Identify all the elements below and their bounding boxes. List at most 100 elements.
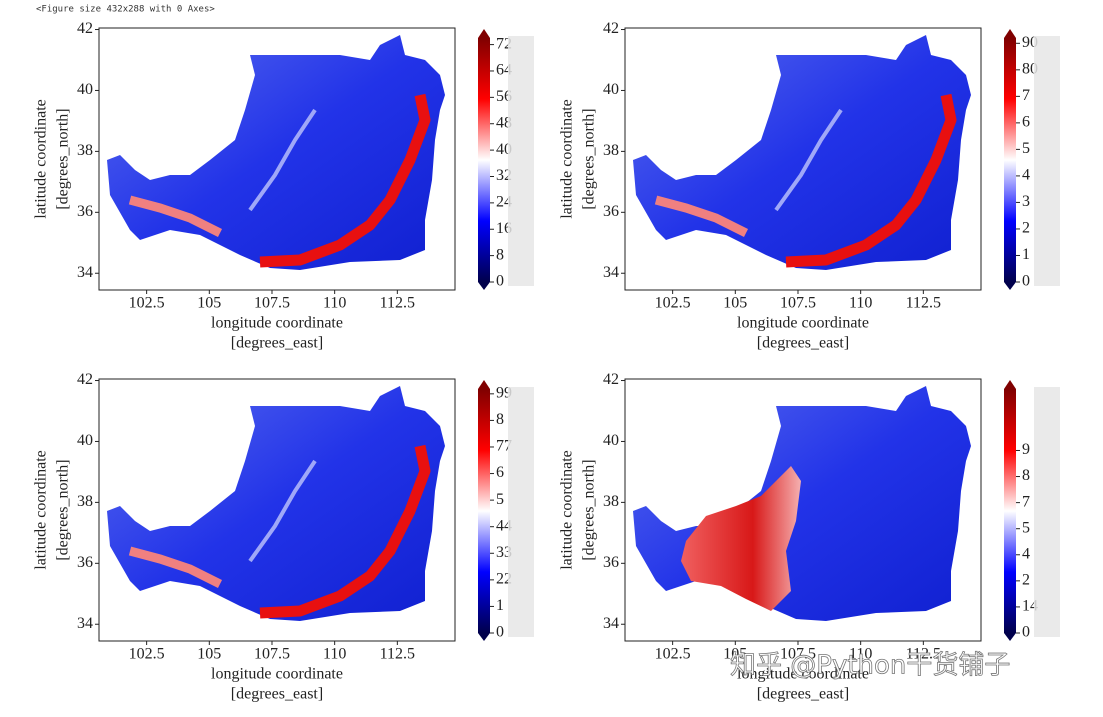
y-tick-label: 40 [77,432,93,449]
map-panel: 102.5 105 107.5 110 112.53436384042longitude… [33,20,534,352]
y-tick-label: 38 [77,142,93,159]
x-tick-label: 102.5 [655,295,691,312]
y-tick-label: 38 [603,142,619,159]
x-tick-label: 110 [323,295,346,312]
region [633,35,971,270]
y-axis-unit: [degrees_north] [55,459,72,560]
x-axis-unit: [degrees_east] [231,335,323,352]
colorbar-tick-label: 8 [496,246,504,263]
colorbar-tick-label: 7 [1022,87,1030,104]
red-west [654,195,749,238]
y-axis-label: latitude coordinate [33,99,50,219]
map-panel: 102.5 105 107.5 110 112.53436384042longitude… [559,20,1060,352]
colorbar-tick-label: 4 [1022,545,1030,562]
x-axis-label: longitude coordinate [737,666,869,683]
x-tick-label: 112.5 [906,646,941,663]
colorbar-tick-label: 1 [496,597,504,614]
y-axis-label: latitude coordinate [559,99,576,219]
y-tick-label: 34 [77,615,93,632]
y-tick-label: 42 [603,20,619,37]
colorbar-tick-label: 5 [1022,519,1030,536]
colorbar-extend-top [1004,380,1016,389]
watermark: 知乎 @Python干货铺子 [730,651,1010,681]
red-west [128,546,223,589]
colorbar [478,38,490,282]
y-tick-label: 42 [77,20,93,37]
y-tick-label: 36 [77,203,93,220]
y-tick-label: 40 [603,432,619,449]
colorbar-tick-label: 5 [496,491,504,508]
blur-strip [508,36,534,286]
x-tick-label: 107.5 [780,295,816,312]
axes-frame [624,27,982,291]
colorbar-tick-label: 6 [496,464,504,481]
colorbar-extend-bottom [478,633,490,641]
y-axis-unit: [degrees_north] [581,459,598,560]
colorbar-tick-label: 0 [496,624,504,641]
x-tick-label: 112.5 [906,295,941,312]
colorbar-tick-label: 0 [1022,624,1030,641]
colorbar [1004,389,1016,633]
red-valley [259,93,431,268]
x-tick-label: 112.5 [380,646,415,663]
red-west [681,466,801,611]
x-tick-label: 110 [849,646,872,663]
y-tick-label: 42 [603,371,619,388]
blur-strip [508,387,534,637]
axes-frame [98,378,456,642]
colorbar [478,389,490,633]
colorbar-tick-label: 0 [1022,273,1030,290]
y-tick-label: 40 [77,81,93,98]
y-tick-label: 36 [603,554,619,571]
x-axis-label: longitude coordinate [737,315,869,332]
y-tick-label: 34 [603,264,619,281]
colorbar-extend-bottom [478,282,490,290]
x-axis-unit: [degrees_east] [757,335,849,352]
x-tick-label: 110 [849,295,872,312]
y-axis-unit: [degrees_north] [55,108,72,209]
colorbar-tick-label: 0 [496,273,504,290]
colorbar-tick-label: 9 [1022,441,1030,458]
colorbar-tick-label: 8 [1022,467,1030,484]
y-axis-unit: [degrees_north] [581,108,598,209]
y-axis-label: latitude coordinate [559,450,576,570]
y-tick-label: 34 [603,615,619,632]
red-valley [785,93,957,268]
region [107,386,445,621]
colorbar-extend-top [478,380,490,389]
y-axis-label: latitude coordinate [33,450,50,570]
figure-size-note: <Figure size 432x288 with 0 Axes> [36,5,215,15]
colorbar-tick-label: 5 [1022,140,1030,157]
x-tick-label: 105 [197,295,221,312]
colorbar-tick-label: 3 [1022,193,1030,210]
y-tick-label: 36 [603,203,619,220]
red-west [128,195,223,238]
colorbar-extend-bottom [1004,282,1016,290]
y-tick-label: 34 [77,264,93,281]
colorbar-tick-label: 4 [1022,167,1030,184]
colorbar-tick-label: 2 [1022,572,1030,589]
x-axis-unit: [degrees_east] [757,686,849,703]
y-tick-label: 42 [77,371,93,388]
x-tick-label: 112.5 [380,295,415,312]
x-tick-label: 102.5 [129,295,165,312]
x-tick-label: 102.5 [655,646,691,663]
blur-strip [1034,387,1060,637]
axes-frame [98,27,456,291]
x-axis-unit: [degrees_east] [231,686,323,703]
colorbar-extend-bottom [1004,633,1016,641]
y-tick-label: 38 [77,493,93,510]
x-tick-label: 105 [197,646,221,663]
colorbar-tick-label: 7 [1022,493,1030,510]
blur-strip [1034,36,1060,286]
x-tick-label: 102.5 [129,646,165,663]
x-axis-label: longitude coordinate [211,666,343,683]
light-streams [248,108,317,212]
y-tick-label: 36 [77,554,93,571]
colorbar-extend-top [1004,29,1016,38]
region [107,35,445,270]
colorbar-tick-label: 6 [1022,114,1030,131]
red-valley [259,444,431,619]
x-tick-label: 105 [723,646,747,663]
x-tick-label: 107.5 [254,295,290,312]
